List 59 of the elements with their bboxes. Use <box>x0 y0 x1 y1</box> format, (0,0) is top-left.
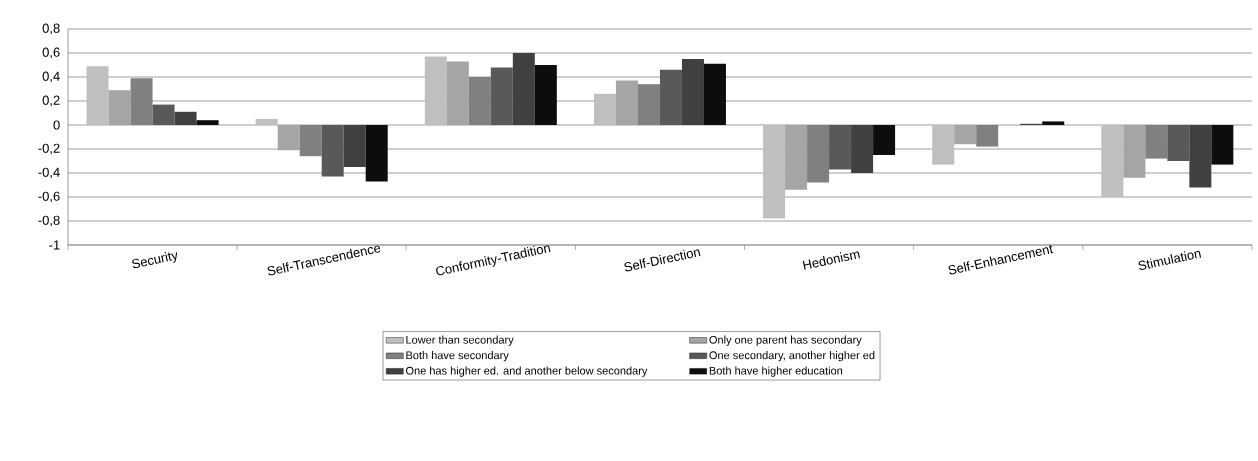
bar <box>108 90 131 125</box>
bar <box>512 53 535 125</box>
y-tick-label: 0,6 <box>42 47 60 59</box>
y-tick-label: 0,2 <box>42 95 60 107</box>
bar <box>1189 125 1212 188</box>
y-tick-label: -0,6 <box>38 191 60 203</box>
bar <box>829 125 852 170</box>
bar <box>681 59 704 125</box>
bar <box>174 111 197 125</box>
bar <box>1145 125 1168 159</box>
y-tick-label: -0,4 <box>38 167 60 179</box>
bar <box>424 56 447 125</box>
legend-label: Both have higher education <box>709 366 843 377</box>
bar <box>86 66 109 125</box>
bar <box>807 125 830 183</box>
legend-label: Both have secondary <box>406 351 509 362</box>
y-tick-label: -0,2 <box>38 143 60 155</box>
bar <box>593 93 616 125</box>
bar <box>468 77 491 125</box>
bar <box>277 125 300 151</box>
bar <box>1042 121 1065 125</box>
bar <box>932 125 955 165</box>
x-tick-label: Stimulation <box>1138 250 1202 270</box>
bar <box>785 125 808 190</box>
bar <box>976 125 999 147</box>
bar <box>299 125 322 157</box>
bar <box>490 67 513 125</box>
bar <box>534 65 557 125</box>
bar <box>1123 125 1146 178</box>
y-tick-label: 0,8 <box>42 23 60 35</box>
bar <box>637 84 660 125</box>
bar <box>763 125 786 219</box>
bar <box>1211 125 1234 165</box>
bar <box>954 125 977 145</box>
bar <box>130 78 153 125</box>
legend-label: Only one parent has secondary <box>709 335 862 346</box>
bar <box>152 104 175 125</box>
bar <box>255 119 278 125</box>
y-tick-label: 0 <box>53 120 60 130</box>
bar <box>659 69 682 125</box>
bar <box>703 63 726 125</box>
legend-label: Lower than secondary <box>406 335 514 346</box>
bar <box>446 61 469 125</box>
legend-label: One secondary, another higher ed <box>709 351 875 362</box>
bar <box>873 125 896 155</box>
bar <box>851 125 874 173</box>
bar <box>321 125 344 177</box>
x-tick-label: Security <box>132 252 178 269</box>
x-tick-label: Hedonism <box>802 251 860 270</box>
bar <box>1167 125 1190 161</box>
bar <box>365 125 388 182</box>
y-tick-label: -1 <box>49 240 60 250</box>
bar <box>615 80 638 125</box>
bar <box>1101 125 1124 197</box>
y-tick-label: 0,4 <box>42 71 60 83</box>
legend-label: One has higher ed. and another below secondary <box>406 366 648 377</box>
bar <box>196 120 219 125</box>
y-tick-label: -0,8 <box>38 215 60 227</box>
bar <box>343 125 366 167</box>
